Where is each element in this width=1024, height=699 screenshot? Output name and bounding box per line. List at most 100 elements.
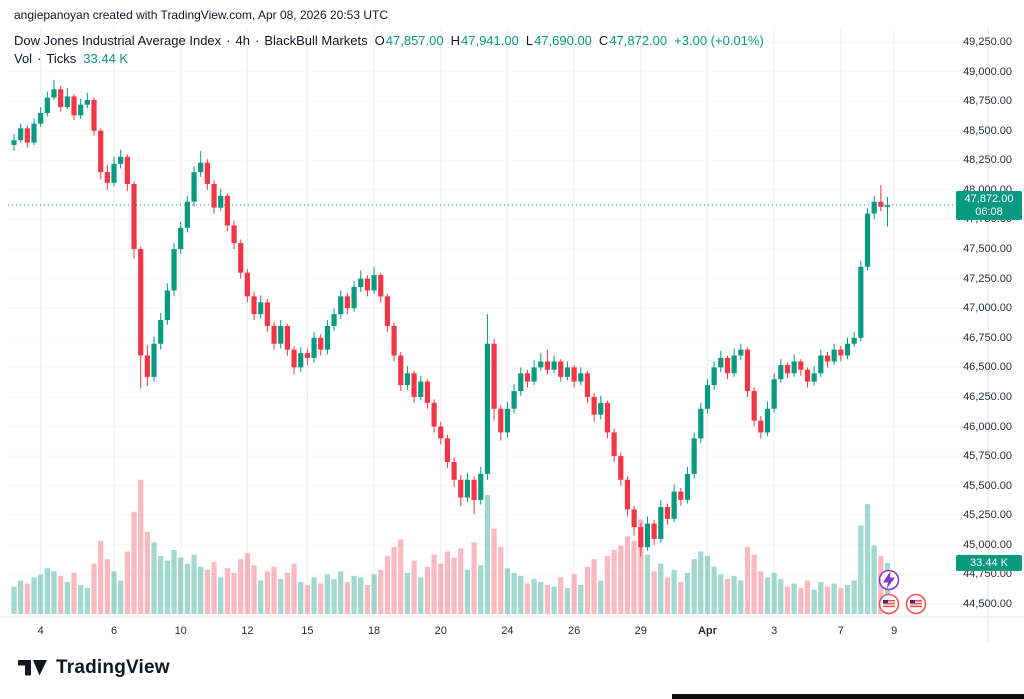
price-axis-label[interactable]: 46,250.00 (963, 390, 1012, 403)
price-axis-label[interactable]: 48,250.00 (963, 154, 1012, 167)
time-axis-label[interactable]: 29 (634, 625, 647, 637)
volume-mode-label: Ticks (46, 51, 77, 66)
volume-bar (444, 551, 451, 614)
price-axis-label[interactable]: 46,750.00 (963, 331, 1012, 344)
candle-body (171, 249, 177, 291)
price-axis-label[interactable]: 47,250.00 (963, 272, 1012, 285)
volume-bar (478, 565, 484, 614)
time-axis-label[interactable]: 3 (771, 625, 778, 637)
volume-bar (378, 569, 384, 614)
volume-label[interactable]: Vol (14, 51, 33, 66)
candle-body (298, 353, 304, 368)
volume-bar (224, 568, 230, 614)
time-axis-label[interactable]: 20 (434, 625, 447, 637)
candle-body (758, 420, 764, 433)
time-axis-label[interactable]: 9 (891, 625, 898, 637)
volume-bar (144, 531, 150, 614)
lightning-icon[interactable] (878, 569, 900, 591)
interval-label[interactable]: 4h (235, 33, 250, 48)
time-axis-label[interactable]: Apr (697, 625, 717, 637)
price-axis-label[interactable]: 45,750.00 (963, 450, 1012, 463)
broker-label[interactable]: BlackBull Markets (264, 33, 368, 48)
volume-bar (258, 580, 264, 614)
tradingview-logo-icon (18, 660, 47, 676)
volume-bar (751, 554, 757, 614)
price-axis-label[interactable]: 49,250.00 (963, 36, 1012, 48)
candle-body (798, 361, 804, 370)
price-axis-label[interactable]: 49,000.00 (963, 65, 1012, 78)
tradingview-logo[interactable]: TradingView (18, 655, 170, 681)
time-axis-label[interactable]: 6 (110, 625, 118, 637)
candle-body (451, 462, 457, 480)
symbol-title[interactable]: Dow Jones Industrial Average Index (14, 33, 222, 48)
time-axis-label[interactable]: 26 (567, 625, 581, 637)
candle-body (498, 408, 504, 433)
volume-bar (871, 545, 877, 614)
candle-body (744, 349, 751, 392)
price-axis-label[interactable]: 46,500.00 (963, 361, 1012, 374)
time-axis-label[interactable]: 15 (301, 625, 314, 637)
volume-bar (818, 581, 824, 614)
time-axis-label[interactable]: 12 (241, 625, 254, 637)
low-label: L (525, 33, 534, 48)
price-axis-label[interactable]: 46,000.00 (963, 420, 1012, 433)
volume-bar (831, 583, 837, 614)
volume-bar (351, 575, 357, 614)
volume-bar (331, 578, 337, 614)
candle-body (384, 296, 391, 326)
price-axis-label[interactable]: 47,500.00 (963, 243, 1012, 256)
time-axis-label[interactable]: 4 (37, 625, 44, 637)
candle-body (138, 249, 144, 356)
volume-bar (578, 585, 584, 614)
volume-bar (298, 581, 304, 614)
volume-bar (451, 557, 457, 614)
time-axis-label[interactable]: 7 (837, 625, 844, 637)
price-axis-label[interactable]: 45,250.00 (963, 509, 1012, 522)
candle-body (778, 365, 784, 380)
volume-bar (164, 560, 170, 614)
price-axis-label[interactable]: 44,500.00 (963, 598, 1012, 610)
candle-body (344, 296, 350, 309)
volume-bar (531, 578, 537, 614)
candle-body (611, 432, 617, 457)
candle-body (378, 275, 384, 297)
time-axis-label[interactable]: 18 (367, 625, 381, 637)
economic-event-flag-icon[interactable] (905, 593, 927, 615)
price-axis-label[interactable]: 45,000.00 (963, 538, 1012, 551)
volume-legend[interactable]: Vol · Ticks 33.44 K (14, 51, 128, 66)
time-axis-label[interactable]: 24 (501, 625, 514, 637)
price-axis-label[interactable]: 44,750.00 (963, 568, 1012, 581)
volume-bar (731, 575, 737, 614)
candle-body (58, 89, 64, 108)
candle-body (678, 491, 684, 500)
price-axis-label[interactable]: 45,500.00 (963, 479, 1012, 492)
volume-bar (858, 525, 864, 614)
candle-body (878, 201, 884, 207)
volume-bar (691, 559, 697, 614)
volume-bar (591, 559, 597, 614)
price-axis-label[interactable]: 48,500.00 (963, 124, 1012, 137)
candle-body (244, 272, 250, 297)
candle-body (324, 325, 330, 350)
candle-body (858, 266, 864, 338)
volume-bar (318, 583, 324, 614)
candle-body (91, 99, 97, 131)
candle-body (504, 408, 511, 433)
volume-bar (464, 569, 471, 614)
economic-event-flag-icon[interactable] (878, 593, 900, 615)
volume-bar (11, 586, 17, 614)
candle-body (84, 99, 90, 105)
volume-bar (738, 580, 744, 614)
candle-body (524, 373, 531, 382)
price-axis-label[interactable]: 47,000.00 (963, 302, 1012, 315)
candle-body (238, 243, 244, 273)
legend-separator: · (254, 33, 260, 48)
time-axis-label[interactable]: 10 (174, 625, 187, 637)
candle-body (751, 391, 757, 421)
candle-body (71, 96, 77, 116)
price-axis-label[interactable]: 48,750.00 (963, 95, 1012, 108)
symbol-legend[interactable]: Dow Jones Industrial Average Index · 4h … (14, 33, 764, 48)
candle-body (604, 402, 611, 433)
